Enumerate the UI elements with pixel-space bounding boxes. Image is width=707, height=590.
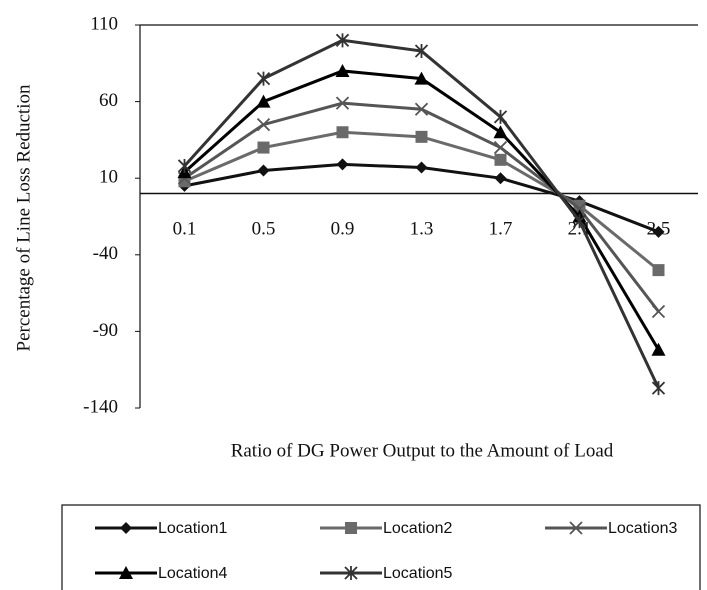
- x-axis-label: Ratio of DG Power Output to the Amount o…: [231, 440, 614, 461]
- data-point: [651, 342, 666, 356]
- legend-marker: [345, 522, 357, 534]
- data-point: [336, 126, 349, 139]
- legend-marker: [120, 522, 132, 534]
- data-point: [652, 225, 665, 238]
- data-point: [177, 158, 192, 173]
- x-tick-label: 0.5: [252, 218, 276, 239]
- data-point: [493, 109, 508, 124]
- y-axis-label: Percentage of Line Loss Reduction: [13, 84, 34, 351]
- y-tick-label: 60: [99, 90, 118, 111]
- data-point: [494, 153, 507, 166]
- data-point: [572, 214, 587, 229]
- data-point: [256, 117, 271, 132]
- data-point: [414, 44, 429, 59]
- data-point: [414, 102, 429, 116]
- series-line: [183, 38, 660, 389]
- x-tick-label: 1.3: [410, 218, 434, 239]
- data-point: [257, 141, 270, 154]
- legend-label: Location1: [158, 520, 227, 537]
- data-point: [256, 71, 271, 86]
- legend: Location1 Location2 Location3 Location4 Loca…: [95, 520, 677, 582]
- legend-label: Location2: [383, 520, 452, 537]
- legend-marker: [344, 566, 358, 580]
- data-point: [493, 140, 508, 155]
- data-point: [651, 304, 666, 319]
- x-tick-label: 0.9: [331, 218, 355, 239]
- data-point: [257, 164, 270, 177]
- data-point: [414, 71, 429, 85]
- x-tick-label: 0.1: [173, 218, 197, 239]
- data-point: [415, 161, 428, 174]
- legend-marker: [569, 521, 583, 535]
- data-point: [652, 264, 665, 277]
- data-point: [335, 63, 350, 77]
- legend-marker: [119, 566, 133, 579]
- y-tick-label: 10: [99, 167, 118, 188]
- x-tick-label: 1.7: [489, 218, 513, 239]
- y-tick-label: 110: [90, 13, 118, 34]
- data-point: [335, 33, 350, 48]
- y-tick-label: -90: [93, 320, 118, 341]
- y-tick-label: -140: [83, 396, 118, 417]
- y-tick-label: -40: [93, 243, 118, 264]
- data-point: [493, 125, 508, 139]
- data-point: [415, 130, 428, 143]
- data-point: [178, 175, 191, 188]
- data-point: [335, 96, 350, 110]
- legend-label: Location3: [608, 520, 677, 537]
- data-point: [573, 199, 586, 212]
- legend-box: [61, 504, 701, 590]
- series-line: [183, 130, 660, 272]
- legend-label: Location4: [158, 565, 227, 582]
- data-point: [494, 172, 507, 185]
- data-point: [256, 94, 271, 108]
- legend-label: Location5: [383, 565, 452, 582]
- data-point: [651, 381, 666, 396]
- data-point: [336, 158, 349, 171]
